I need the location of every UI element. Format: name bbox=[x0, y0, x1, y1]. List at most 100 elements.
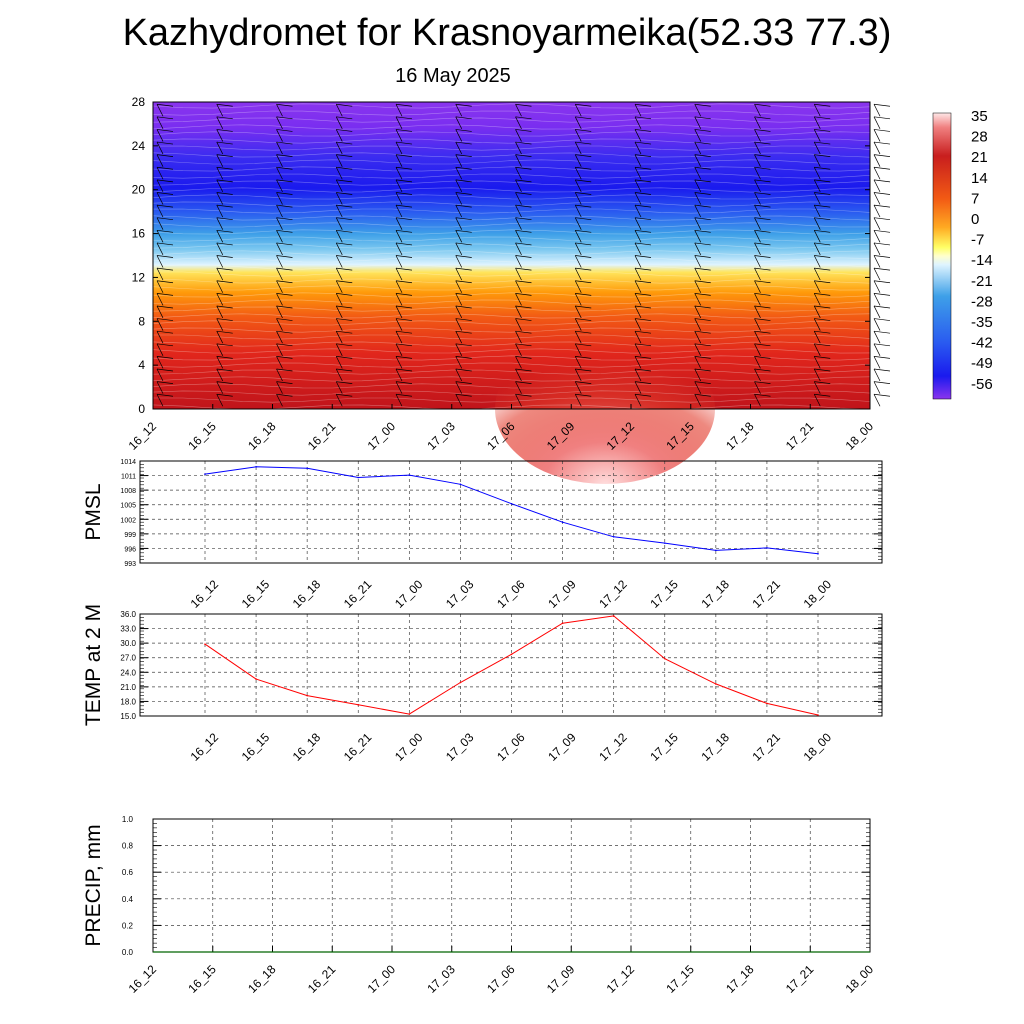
x-tick-label: 16_12 bbox=[188, 577, 222, 611]
wind-barb-staff bbox=[216, 141, 224, 155]
wind-barb-staff bbox=[515, 293, 522, 306]
wind-barb-flag bbox=[694, 393, 711, 397]
wind-barb-flag bbox=[515, 179, 532, 183]
y-tick-label: 0.0 bbox=[122, 948, 134, 957]
wind-barb bbox=[813, 141, 831, 155]
wind-barb-flag bbox=[694, 154, 711, 158]
wind-barb-flag bbox=[694, 330, 711, 334]
wind-barb-flag bbox=[276, 229, 293, 233]
wind-barb-staff bbox=[813, 179, 821, 193]
wind-barb-flag bbox=[873, 154, 891, 158]
wind-barb-flag bbox=[156, 255, 174, 258]
pmsl-panel: 1014 1011 1008 1005 1002 999 996 993 16_12 16_15 1… bbox=[82, 459, 883, 611]
wind-barb-staff bbox=[156, 154, 164, 167]
wind-barb bbox=[335, 103, 353, 117]
wind-barb-flag bbox=[575, 343, 592, 347]
wind-barb-flag bbox=[395, 217, 413, 221]
wind-barb bbox=[515, 280, 532, 293]
wind-barb-flag bbox=[634, 255, 652, 258]
heatmap-y-tick-label: 8 bbox=[138, 314, 145, 328]
heatmap-x-tick-label: 16_15 bbox=[185, 419, 219, 453]
wind-barb-flag bbox=[634, 217, 652, 221]
wind-barb-staff bbox=[515, 356, 522, 369]
contour-line bbox=[152, 187, 871, 193]
wind-barb-flag bbox=[754, 116, 771, 120]
wind-barb-staff bbox=[873, 217, 881, 230]
wind-barb-staff bbox=[276, 116, 283, 129]
wind-barb-staff bbox=[216, 179, 224, 193]
wind-barb bbox=[754, 166, 771, 180]
wind-barb bbox=[873, 103, 891, 117]
x-tick-label: 17_06 bbox=[494, 730, 528, 764]
wind-barb-staff bbox=[694, 368, 702, 382]
wind-barb bbox=[216, 154, 233, 167]
wind-barb-staff bbox=[574, 356, 582, 369]
wind-barb bbox=[156, 343, 174, 356]
contour-line bbox=[153, 271, 871, 277]
wind-barb-staff bbox=[873, 255, 881, 268]
contour-line bbox=[152, 390, 871, 396]
wind-barb-flag bbox=[814, 192, 831, 195]
x-tick-label: 16_12 bbox=[188, 730, 222, 764]
colorbar-label: -14 bbox=[971, 252, 993, 269]
wind-barb bbox=[813, 129, 831, 142]
data-point bbox=[459, 483, 462, 486]
wind-barb-flag bbox=[694, 293, 711, 296]
wind-barb-staff bbox=[873, 381, 881, 394]
y-tick-label: 0.8 bbox=[122, 842, 134, 851]
wind-barb-staff bbox=[694, 204, 702, 218]
wind-barb-staff bbox=[515, 280, 522, 293]
wind-barb bbox=[455, 318, 472, 331]
wind-barb-flag bbox=[634, 166, 652, 170]
wind-barb-staff bbox=[156, 192, 164, 205]
wind-barb bbox=[813, 267, 831, 281]
wind-barb-staff bbox=[574, 343, 582, 356]
wind-barb bbox=[634, 343, 652, 356]
colorbar-label: -42 bbox=[971, 335, 993, 352]
wind-barb bbox=[813, 381, 831, 394]
y-tick-label: 18.0 bbox=[120, 697, 136, 706]
wind-barb-flag bbox=[395, 293, 413, 296]
wind-barb-flag bbox=[395, 318, 413, 321]
wind-barb-flag bbox=[455, 242, 472, 246]
wind-barb bbox=[754, 192, 771, 205]
wind-barb-staff bbox=[634, 141, 642, 155]
wind-barb-flag bbox=[575, 305, 592, 309]
wind-barb-staff bbox=[873, 179, 881, 193]
wind-barb-flag bbox=[873, 179, 891, 183]
wind-barb-flag bbox=[515, 330, 532, 334]
wind-barb-flag bbox=[814, 116, 831, 120]
wind-barb-staff bbox=[634, 116, 642, 129]
wind-barb-staff bbox=[515, 255, 522, 268]
wind-barb-flag bbox=[575, 166, 592, 170]
wind-barb-flag bbox=[694, 129, 711, 132]
wind-barb bbox=[455, 280, 472, 293]
wind-barb bbox=[694, 343, 711, 356]
wind-barb-staff bbox=[873, 356, 881, 369]
x-tick-label: 17_18 bbox=[723, 962, 757, 996]
wind-barb-staff bbox=[156, 368, 164, 382]
contour-line bbox=[152, 180, 871, 186]
x-tick-label: 16_15 bbox=[185, 962, 219, 996]
wind-barb-flag bbox=[873, 267, 891, 271]
wind-barb bbox=[813, 318, 831, 331]
y-tick-label: 993 bbox=[124, 561, 136, 568]
wind-barb-staff bbox=[276, 394, 283, 407]
data-point bbox=[306, 694, 308, 697]
wind-barb-staff bbox=[276, 242, 283, 256]
wind-barb-staff bbox=[395, 267, 403, 281]
contour-line bbox=[152, 145, 871, 151]
wind-barb bbox=[813, 166, 831, 180]
wind-barb bbox=[515, 305, 532, 319]
wind-barb bbox=[754, 343, 771, 356]
wind-barb bbox=[813, 242, 831, 256]
wind-barb-staff bbox=[276, 141, 283, 155]
wind-barb-flag bbox=[694, 179, 711, 183]
wind-barb-flag bbox=[754, 229, 771, 233]
wind-barb-staff bbox=[754, 343, 761, 356]
wind-barb-flag bbox=[754, 103, 771, 107]
heatmap-y-tick-label: 16 bbox=[132, 227, 146, 241]
contour-line bbox=[152, 222, 871, 228]
wind-barb-staff bbox=[395, 116, 403, 129]
wind-barb-flag bbox=[814, 141, 831, 145]
